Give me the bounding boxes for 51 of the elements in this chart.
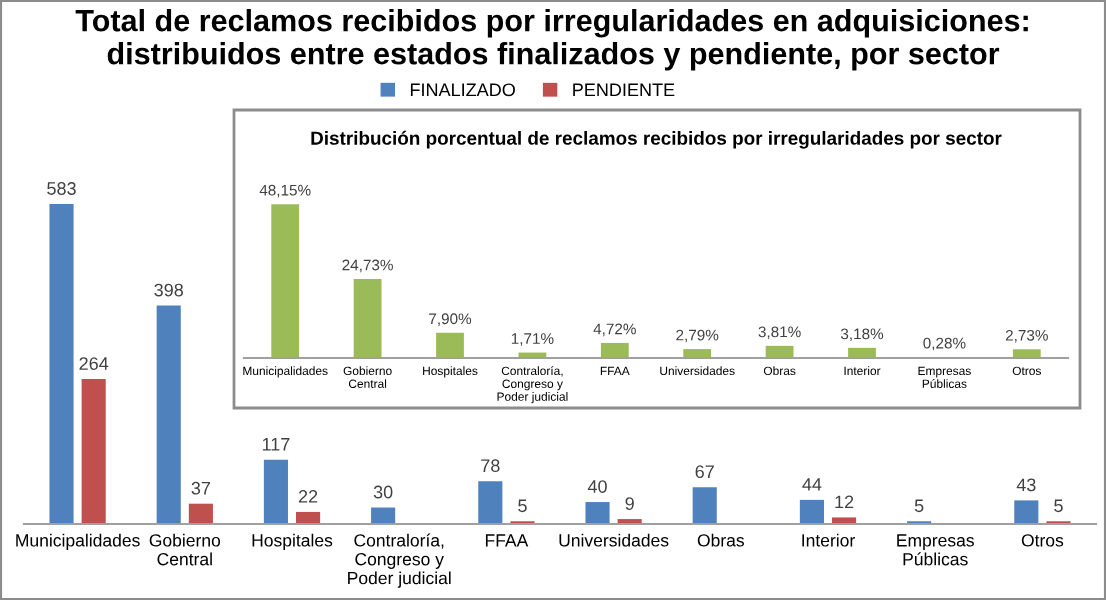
- data-label: 264: [79, 357, 109, 370]
- bar: [765, 345, 794, 358]
- bar: [1014, 500, 1039, 524]
- x-tick-label: FFAA: [485, 534, 529, 547]
- data-label: 78: [481, 459, 500, 473]
- chart-title: Total de reclamos recibidos por irregularidades en adquisiciones: distribuidos entre estados finalizados y pendiente, por sector: [75, 9, 1028, 71]
- data-label: 43: [1016, 478, 1036, 492]
- bar: [1012, 349, 1041, 358]
- data-label: 44: [802, 478, 822, 491]
- data-label: 9: [625, 497, 634, 510]
- bar: [692, 487, 717, 524]
- bar: [478, 481, 503, 524]
- data-label: 117: [262, 438, 290, 451]
- data-label: 22: [298, 490, 318, 503]
- chart-title: Distribución porcentual de reclamos recibidos por irregularidades por sector: [311, 130, 1002, 149]
- legend-label: PENDIENTE: [573, 83, 675, 96]
- bar: [296, 511, 321, 524]
- bar: [799, 499, 824, 524]
- bar: [156, 305, 181, 524]
- bar: [263, 459, 288, 524]
- data-label: 12: [835, 495, 854, 509]
- x-tick-label: Contraloría, Congreso y Poder judicial: [348, 533, 451, 588]
- bar: [188, 503, 213, 524]
- bar: [585, 502, 610, 524]
- x-tick-label: Municipalidades: [16, 533, 140, 551]
- bar: [371, 507, 396, 524]
- bar: [271, 204, 300, 358]
- x-tick-label: Interior: [802, 533, 855, 547]
- bar: [436, 332, 464, 358]
- bar: [683, 349, 712, 358]
- data-label: 398: [154, 283, 183, 297]
- data-label: 5: [518, 499, 527, 513]
- bar: [353, 278, 382, 358]
- x-tick-label: Universidades: [559, 533, 669, 547]
- bar: [832, 517, 857, 524]
- x-tick-label: Otros: [1021, 534, 1064, 547]
- data-label: 37: [191, 481, 211, 495]
- bar: [49, 204, 74, 524]
- x-tick-label: Empresas Públicas: [897, 534, 974, 566]
- legend-label: FINALIZADO: [410, 83, 515, 97]
- data-label: 40: [587, 480, 607, 493]
- data-label: 67: [695, 465, 714, 479]
- x-tick-label: Obras: [697, 533, 744, 547]
- data-label: 583: [47, 182, 76, 195]
- data-label: 5: [1054, 499, 1063, 513]
- data-label: 30: [373, 485, 393, 499]
- data-label: 5: [914, 499, 924, 513]
- x-tick-label: Hospitales: [252, 533, 333, 551]
- bar: [600, 342, 629, 358]
- bar: [81, 379, 106, 524]
- x-tick-label: Gobierno Central: [149, 533, 221, 566]
